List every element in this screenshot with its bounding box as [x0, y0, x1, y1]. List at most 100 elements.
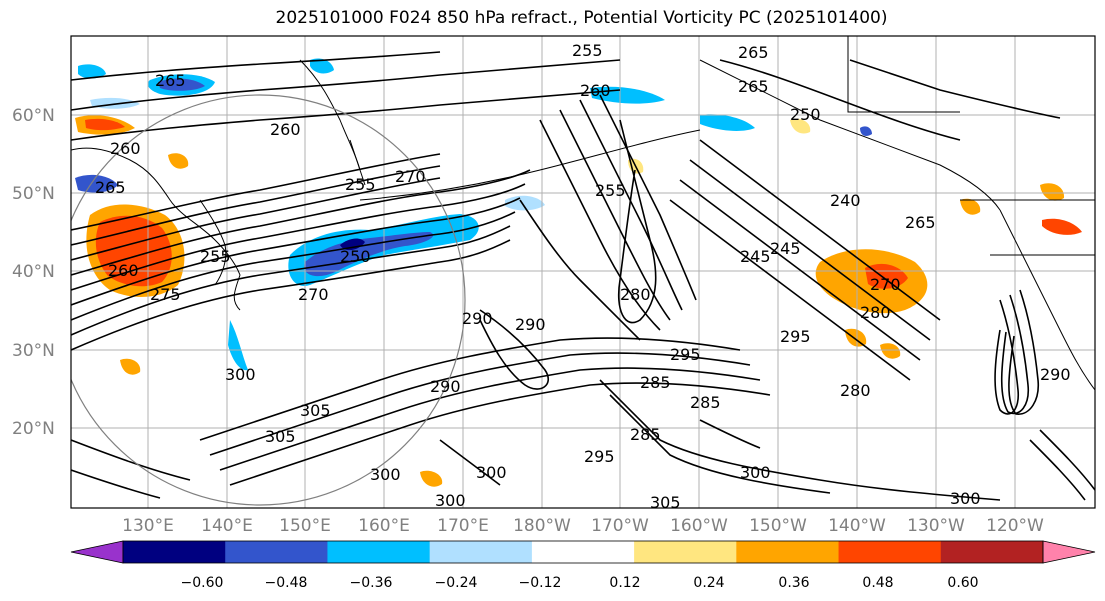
contour-line [71, 439, 191, 481]
lon-label: 140°W [828, 516, 886, 536]
contour-label: 260 [110, 139, 141, 158]
refractivity-contours [71, 51, 1095, 501]
contour-label: 290 [515, 315, 546, 334]
contour-line [1029, 439, 1086, 501]
contour-line [1039, 429, 1095, 491]
contour-label: 265 [95, 178, 126, 197]
pv-anomaly-positive [845, 328, 867, 347]
contour-label: 285 [630, 425, 661, 444]
contour-line [209, 352, 751, 456]
contour-line [71, 211, 516, 321]
pv-anomaly-negative [340, 238, 365, 251]
colorbar-frame [122, 540, 1044, 564]
contour-label: 260 [108, 261, 139, 280]
lon-label: 150°W [749, 516, 807, 536]
contour-label: 255 [345, 175, 376, 194]
colorbar-tick-label: −0.36 [350, 575, 393, 591]
contour-line [71, 89, 621, 141]
pv-anomaly-negative [158, 78, 205, 91]
contour-label: 300 [950, 489, 981, 508]
map-frame [70, 35, 1096, 509]
contour-label: 270 [870, 275, 901, 294]
lon-label: 130°W [907, 516, 965, 536]
contour-label: 240 [830, 191, 861, 210]
contour-label: 275 [150, 285, 181, 304]
contour-line [439, 439, 501, 486]
contour-line [609, 394, 831, 494]
lon-label: 180°W [513, 516, 571, 536]
contour-label: 255 [200, 247, 231, 266]
contour-line [579, 99, 683, 311]
colorbar-ticks: −0.60 −0.48 −0.36 −0.24 −0.12 0.12 0.24 … [181, 575, 979, 591]
pv-anomaly-positive [95, 215, 172, 287]
contour-label: 265 [155, 71, 186, 90]
pv-anomaly-positive [168, 153, 189, 169]
contour-label: 270 [395, 167, 426, 186]
colorbar-segment [940, 541, 1044, 563]
colorbar-tick-label: 0.24 [693, 575, 724, 591]
lat-label: 50°N [12, 184, 55, 204]
contour-label: 295 [584, 447, 615, 466]
contour-label: 255 [572, 41, 603, 60]
pv-anomaly-positive [960, 198, 981, 215]
coastline-aleutians [359, 129, 701, 201]
contour-label: 290 [462, 309, 493, 328]
pv-anomaly-negative [78, 64, 106, 79]
pv-anomaly-positive [790, 118, 811, 134]
contour-label: 305 [650, 493, 681, 512]
pv-anomaly-positive [85, 118, 125, 131]
lon-label: 170°E [437, 516, 489, 536]
contour-label: 285 [690, 393, 721, 412]
contour-line [71, 225, 511, 336]
border-line [847, 36, 960, 113]
contour-line [669, 199, 911, 381]
contour-line [599, 379, 1001, 501]
contour-label: 305 [265, 427, 296, 446]
colorbar-tick-label: 0.48 [862, 575, 893, 591]
colorbar-extend-max [1042, 540, 1096, 564]
pv-anomaly-positive [120, 358, 141, 375]
colorbar-tick-label: 0.12 [609, 575, 640, 591]
pv-anomaly-negative [75, 174, 118, 193]
colorbar-segment [531, 541, 635, 563]
borders [847, 36, 1095, 256]
colorbar-segment [225, 541, 328, 563]
contour-line [71, 197, 521, 306]
latitude-labels: 60°N 50°N 40°N 30°N 20°N [12, 106, 55, 439]
colorbar-tick-label: −0.24 [435, 575, 478, 591]
lon-label: 120°W [986, 516, 1044, 536]
lon-label: 130°E [122, 516, 174, 536]
contour-label: 265 [738, 77, 769, 96]
contour-label: 250 [790, 105, 821, 124]
contour-label: 295 [670, 345, 701, 364]
pv-anomaly-positive [865, 263, 908, 289]
lat-label: 60°N [12, 106, 55, 126]
map-layers: 265 255 265 260 265 250 260 260 265 270 … [71, 36, 1095, 512]
lon-label: 160°E [358, 516, 410, 536]
contour-line [199, 337, 741, 441]
contour-line [71, 177, 441, 261]
contour-labels: 265 255 265 260 265 250 260 260 265 270 … [95, 41, 1071, 512]
colorbar [70, 540, 1096, 564]
lat-label: 40°N [12, 262, 55, 282]
contour-line [71, 469, 161, 499]
coastline-alaska [699, 59, 1001, 211]
contour-line [1000, 294, 1030, 415]
contour-line [71, 153, 441, 231]
colorbar-segment [123, 541, 226, 563]
contour-label: 250 [340, 247, 371, 266]
contour-line [699, 139, 941, 321]
map-title: 2025101000 F024 850 hPa refract., Potent… [275, 8, 888, 28]
contour-line [479, 309, 549, 390]
contour-label: 300 [476, 463, 507, 482]
contour-label: 305 [300, 401, 331, 420]
colorbar-tick-label: −0.60 [181, 575, 224, 591]
contour-line [679, 179, 921, 361]
contour-line [71, 51, 441, 81]
contour-line [617, 119, 657, 324]
contour-label: 300 [740, 463, 771, 482]
pv-anomaly-negative [228, 320, 248, 371]
pv-anomaly-negative [310, 58, 334, 74]
lon-label: 160°W [670, 516, 728, 536]
colorbar-segment [429, 541, 533, 563]
